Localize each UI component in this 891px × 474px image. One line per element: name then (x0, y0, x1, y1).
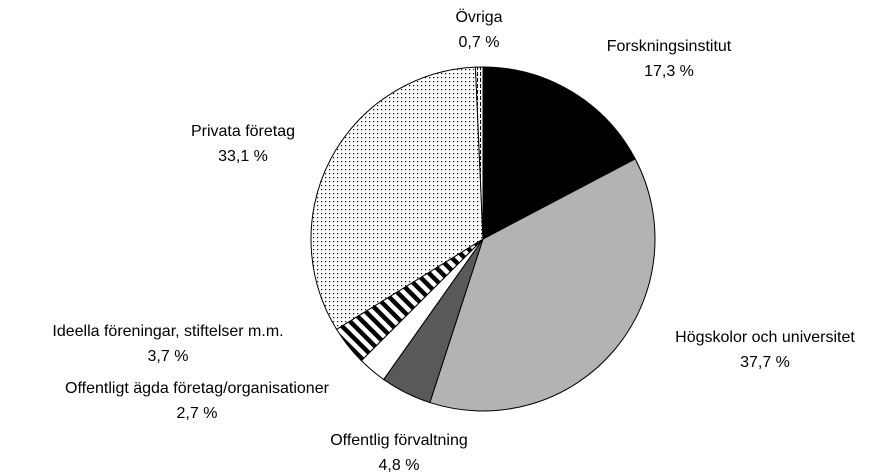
slice-value-label: 2,7 % (177, 405, 218, 422)
slice-value-label: 37,7 % (740, 354, 790, 371)
pie-slice (474, 66, 484, 240)
slice-label: Högskolor och universitet (675, 329, 855, 346)
slice-label: Forskningsinstitut (607, 38, 732, 55)
pie-slice (429, 158, 656, 412)
slice-label: Offentligt ägda företag/organisationer (65, 380, 330, 397)
pie-slice (310, 66, 484, 331)
slice-value-label: 0,7 % (459, 34, 500, 51)
slice-label: Ideella föreningar, stiftelser m.m. (52, 323, 283, 340)
slice-value-label: 17,3 % (644, 63, 694, 80)
pie-slice (482, 66, 636, 240)
slice-value-label: 33,1 % (218, 148, 268, 165)
slice-value-label: 4,8 % (379, 457, 420, 474)
slice-label: Övriga (455, 8, 502, 26)
slice-value-label: 3,7 % (148, 348, 189, 365)
slice-label: Privata företag (191, 123, 295, 140)
slice-label: Offentlig förvaltning (330, 432, 468, 449)
